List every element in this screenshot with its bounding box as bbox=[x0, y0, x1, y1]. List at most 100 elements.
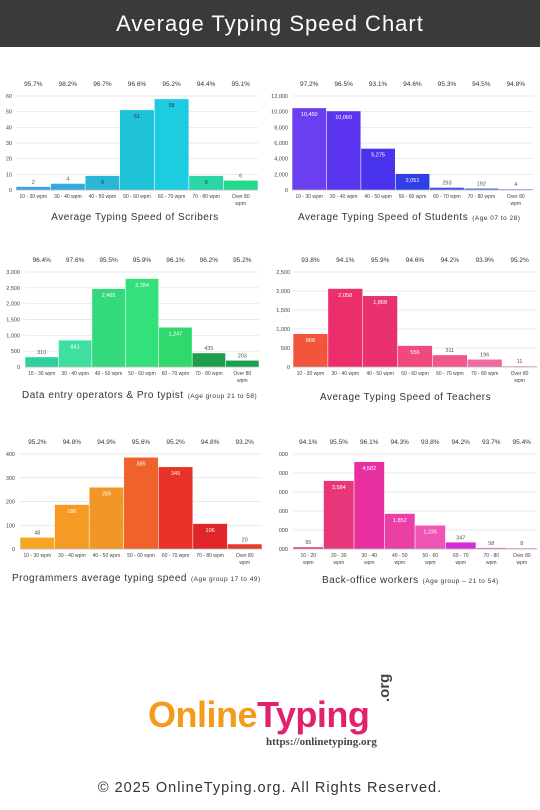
accuracy-label: 93.7% bbox=[482, 439, 501, 446]
bar-value-label: 435 bbox=[204, 346, 213, 352]
logo-online-text: Online bbox=[148, 694, 258, 735]
bar-value-label: 3,584 bbox=[332, 485, 346, 491]
bar bbox=[292, 108, 327, 190]
bar bbox=[293, 334, 328, 367]
bar bbox=[445, 542, 476, 549]
bar-value-label: 10,450 bbox=[301, 112, 318, 118]
x-tick-label: 60 - 70 wpm bbox=[433, 194, 461, 200]
accuracy-label: 95.9% bbox=[371, 257, 390, 264]
accuracy-label: 93.8% bbox=[301, 257, 320, 264]
chart-title: Average Typing Speed of Scribers bbox=[51, 212, 218, 223]
header-bar: Average Typing Speed Chart bbox=[0, 0, 540, 47]
y-tick-label: 2,500 bbox=[276, 270, 290, 276]
accuracy-label: 97.6% bbox=[66, 257, 85, 264]
bar bbox=[124, 457, 158, 549]
bar-value-label: 4 bbox=[514, 182, 517, 188]
bar-value-label: 868 bbox=[306, 338, 315, 344]
x-tick-label: wpm bbox=[333, 560, 344, 566]
x-tick-label: Over 80 bbox=[233, 371, 251, 377]
bar-value-label: 293 bbox=[442, 181, 451, 187]
accuracy-label: 94.5% bbox=[472, 81, 491, 88]
x-tick-label: 30 - 40 bbox=[361, 553, 377, 559]
bar-value-label: 345 bbox=[171, 471, 180, 477]
x-tick-label: Over 80 bbox=[513, 553, 531, 559]
x-tick-label: 70 - 80 wpm bbox=[195, 371, 223, 377]
x-tick-label: 70 - 80 wpm bbox=[196, 553, 224, 559]
x-tick-label: Over 80 bbox=[232, 194, 250, 200]
bar-value-label: 556 bbox=[410, 350, 419, 356]
x-tick-label: 30 - 40 wpm bbox=[332, 371, 360, 377]
bar-value-label: 347 bbox=[456, 535, 465, 541]
accuracy-label: 95.9% bbox=[133, 257, 152, 264]
x-tick-label: 50 - 60 wpm bbox=[123, 194, 151, 200]
y-tick-label: 300 bbox=[6, 476, 15, 482]
accuracy-label: 96.4% bbox=[32, 257, 51, 264]
accuracy-label: 94.1% bbox=[299, 439, 318, 446]
x-tick-label: 10 - 30 wpm bbox=[297, 371, 325, 377]
x-tick-label: 70 - 80 wpm bbox=[468, 194, 496, 200]
y-tick-label: 000 bbox=[279, 490, 288, 496]
bar-value-label: 196 bbox=[480, 353, 489, 359]
accuracy-label: 94.2% bbox=[452, 439, 471, 446]
x-tick-label: 60 - 70 bbox=[453, 553, 469, 559]
brand-logo: OnlineTyping .org https://onlinetyping.o… bbox=[0, 674, 540, 760]
x-tick-label: 10 - 20 bbox=[300, 553, 316, 559]
y-tick-label: 10 bbox=[6, 172, 12, 178]
bar bbox=[85, 175, 120, 190]
y-tick-label: 3,000 bbox=[6, 270, 20, 276]
x-tick-label: wpm bbox=[364, 560, 375, 566]
x-tick-label: wpm bbox=[239, 560, 250, 566]
y-tick-label: 2,000 bbox=[6, 302, 20, 308]
bar-value-label: 1,235 bbox=[423, 530, 437, 536]
x-tick-label: wpm bbox=[486, 560, 497, 566]
bar bbox=[58, 340, 92, 367]
x-tick-label: 60 - 70 wpm bbox=[436, 371, 464, 377]
y-tick-label: 000 bbox=[279, 547, 288, 553]
x-tick-label: Over 80 bbox=[236, 553, 254, 559]
bar-value-label: 58 bbox=[488, 541, 494, 547]
bar-value-label: 95 bbox=[305, 540, 311, 546]
y-tick-label: 2,000 bbox=[276, 289, 290, 295]
y-tick-label: 2,500 bbox=[6, 286, 20, 292]
chart-subtitle: (Age group 17 to 49) bbox=[191, 576, 261, 583]
bar bbox=[193, 523, 228, 549]
bar-value-label: 841 bbox=[71, 344, 80, 350]
chart-subtitle: (Age group – 21 to 54) bbox=[423, 578, 499, 585]
x-tick-label: 30 - 40 wpm bbox=[330, 194, 358, 200]
chart-subtitle: (Age 07 to 28) bbox=[472, 215, 520, 222]
bar bbox=[92, 288, 125, 367]
bar bbox=[50, 183, 85, 190]
y-tick-label: 30 bbox=[6, 141, 12, 147]
x-tick-label: 40 - 50 wpm bbox=[366, 371, 394, 377]
accuracy-label: 98.2% bbox=[59, 81, 78, 88]
x-tick-label: 30 - 40 wpm bbox=[58, 553, 86, 559]
x-tick-label: wpm bbox=[237, 378, 248, 384]
bar-value-label: 2,465 bbox=[102, 293, 116, 299]
accuracy-label: 93.9% bbox=[475, 257, 494, 264]
accuracy-label: 93.2% bbox=[235, 439, 254, 446]
bar-value-label: 4 bbox=[66, 177, 69, 183]
bar bbox=[189, 175, 224, 190]
accuracy-label: 94.6% bbox=[406, 257, 425, 264]
y-tick-label: 000 bbox=[279, 471, 288, 477]
bar-value-label: 2,051 bbox=[406, 178, 420, 184]
bar-value-label: 10,060 bbox=[335, 115, 352, 121]
accuracy-label: 95.2% bbox=[510, 257, 529, 264]
bar-value-label: 310 bbox=[37, 350, 46, 356]
y-tick-label: 6,000 bbox=[274, 141, 288, 147]
y-tick-label: 000 bbox=[279, 509, 288, 515]
bar-value-label: 6 bbox=[239, 174, 242, 180]
bar bbox=[159, 327, 192, 367]
x-tick-label: 40 - 50 wpm bbox=[93, 553, 121, 559]
accuracy-label: 93.1% bbox=[369, 81, 388, 88]
y-tick-label: 100 bbox=[6, 523, 15, 529]
bar bbox=[192, 353, 226, 367]
bar-value-label: 9 bbox=[101, 180, 104, 186]
accuracy-label: 95.2% bbox=[162, 81, 181, 88]
x-tick-label: 10 - 30 wpm bbox=[28, 371, 56, 377]
bar bbox=[415, 525, 446, 549]
accuracy-label: 96.6% bbox=[128, 81, 147, 88]
bar-value-label: 20 bbox=[242, 537, 248, 543]
x-tick-label: 10 - 30 wpm bbox=[295, 194, 323, 200]
